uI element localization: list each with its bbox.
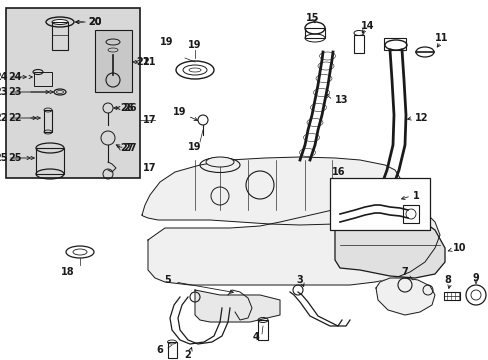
Text: 27: 27 — [120, 143, 133, 153]
Text: 21: 21 — [136, 57, 149, 67]
Bar — [383, 38, 405, 50]
Ellipse shape — [73, 249, 87, 255]
Text: 26: 26 — [120, 103, 133, 113]
Ellipse shape — [189, 68, 201, 72]
Bar — [36, 148, 64, 174]
Bar — [443, 292, 459, 300]
Text: 6: 6 — [156, 345, 163, 355]
Text: 21: 21 — [142, 57, 155, 67]
Text: 1: 1 — [412, 191, 419, 201]
Bar — [44, 110, 52, 132]
Bar — [52, 22, 68, 50]
Text: 24: 24 — [8, 72, 21, 82]
Ellipse shape — [52, 19, 68, 24]
Text: 23: 23 — [8, 87, 21, 97]
Bar — [168, 342, 177, 358]
Text: 14: 14 — [361, 21, 374, 31]
Text: 8: 8 — [444, 275, 450, 285]
Text: 3: 3 — [296, 275, 303, 285]
Text: 9: 9 — [472, 273, 478, 283]
Bar — [258, 320, 267, 340]
Text: 19: 19 — [160, 37, 173, 47]
Text: 27: 27 — [123, 143, 136, 153]
Text: 2: 2 — [184, 350, 191, 360]
Text: 10: 10 — [452, 243, 466, 253]
Text: 16: 16 — [331, 167, 345, 177]
Text: 7: 7 — [401, 267, 407, 277]
Circle shape — [470, 290, 480, 300]
Bar — [329, 178, 429, 230]
Polygon shape — [148, 204, 439, 285]
Text: 17: 17 — [142, 115, 156, 125]
Text: 24: 24 — [0, 72, 8, 82]
Bar — [95, 30, 132, 92]
Polygon shape — [195, 290, 280, 322]
Text: 11: 11 — [434, 33, 447, 43]
Text: 17: 17 — [142, 163, 156, 173]
Ellipse shape — [183, 65, 206, 75]
Text: 19: 19 — [188, 142, 202, 152]
Text: 22: 22 — [8, 113, 21, 123]
Bar — [353, 35, 363, 53]
Text: 25: 25 — [8, 153, 21, 163]
Bar — [402, 205, 418, 223]
Polygon shape — [334, 212, 444, 278]
Text: 15: 15 — [305, 13, 319, 23]
Text: 22: 22 — [0, 113, 8, 123]
Text: 13: 13 — [334, 95, 348, 105]
Ellipse shape — [57, 90, 63, 94]
Bar — [6, 8, 140, 178]
Ellipse shape — [205, 157, 234, 167]
Text: 23: 23 — [0, 87, 8, 97]
Polygon shape — [375, 278, 434, 315]
Text: 4: 4 — [252, 332, 259, 342]
Text: 20: 20 — [88, 17, 102, 27]
Bar — [305, 28, 325, 38]
Text: 19: 19 — [173, 107, 186, 117]
Text: 26: 26 — [123, 103, 136, 113]
Text: 25: 25 — [0, 153, 8, 163]
Polygon shape — [142, 157, 399, 225]
Text: 18: 18 — [61, 267, 75, 277]
Text: 19: 19 — [188, 40, 202, 50]
Text: 20: 20 — [88, 17, 102, 27]
Bar — [34, 72, 52, 86]
Text: 5: 5 — [164, 275, 171, 285]
Text: 12: 12 — [414, 113, 427, 123]
